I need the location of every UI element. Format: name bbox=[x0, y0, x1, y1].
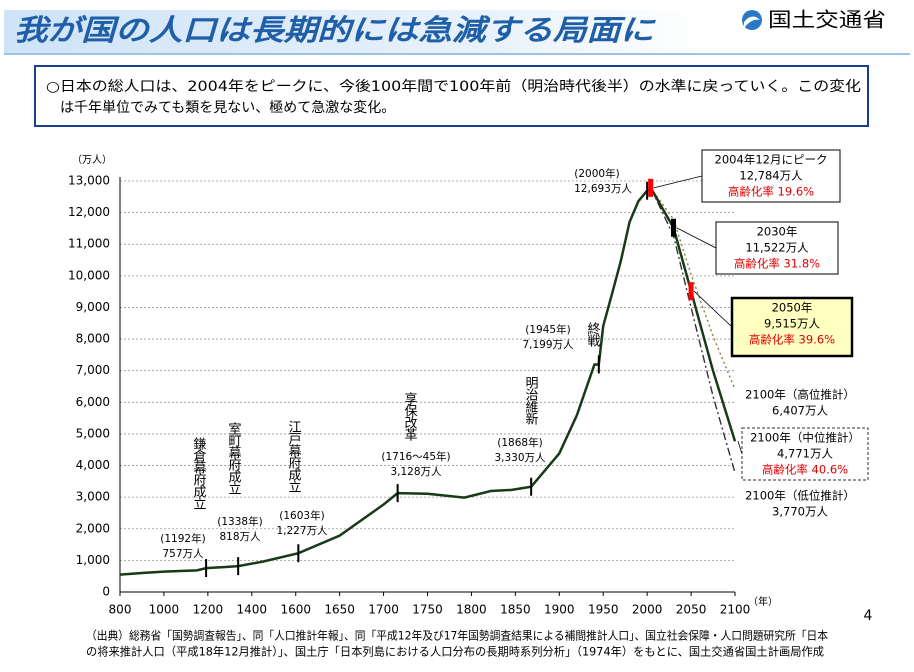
callout-title: 2004年12月にピーク bbox=[715, 153, 828, 167]
x-tick-label: 2000 bbox=[632, 603, 663, 617]
y-tick-label: 12,000 bbox=[68, 205, 110, 219]
chart: 0 1,000 2,000 3,000 4,000 5,000 6,000 7,000 8,00… bbox=[68, 149, 869, 617]
event-year: (1868年) bbox=[497, 436, 542, 449]
y-tick-label: 2,000 bbox=[76, 521, 110, 535]
y-tick-label: 5,000 bbox=[76, 426, 110, 440]
callout-aging: 高齢化率 19.6% bbox=[728, 185, 814, 199]
population-line bbox=[119, 186, 652, 576]
callout-leader bbox=[676, 227, 717, 249]
callout-leader bbox=[693, 290, 733, 328]
y-tick-label: 13,000 bbox=[68, 174, 110, 188]
x-tick-label: 2050 bbox=[676, 603, 707, 617]
callout-box bbox=[741, 427, 869, 481]
callout-marker bbox=[648, 178, 654, 197]
callout-value: 4,771万人 bbox=[777, 447, 833, 461]
callout-value: 11,522万人 bbox=[745, 241, 809, 255]
callout-title: 2030年 bbox=[757, 225, 798, 239]
y-tick-label: 11,000 bbox=[68, 237, 110, 251]
y-tick-label: 0 bbox=[102, 585, 110, 599]
event-year: (1716～45年) bbox=[381, 450, 450, 463]
callout-value: 12,784万人 bbox=[739, 169, 803, 183]
x-tick-label: 1700 bbox=[368, 603, 399, 617]
summary-line: は千年単位でみても類を見ない、極めて急激な変化。 bbox=[60, 99, 395, 116]
x-tick-label: 1950 bbox=[588, 603, 619, 617]
event-year: (1192年) bbox=[160, 532, 205, 545]
page-title: 我が国の人口は長期的には急減する局面に bbox=[14, 13, 656, 47]
y-tick-label: 7,000 bbox=[76, 363, 110, 377]
summary-line: ○日本の総人口は、2004年をピークに、今後100年間で100年前（明治時代後半… bbox=[46, 78, 861, 95]
event-value: 3,330万人 bbox=[494, 452, 546, 464]
y-tick-label: 8,000 bbox=[76, 332, 110, 346]
callout-marker bbox=[688, 282, 694, 301]
event-label: 終戦 bbox=[585, 321, 601, 348]
population-line bbox=[650, 187, 736, 390]
y-tick-label: 1,000 bbox=[76, 553, 110, 567]
callout-value: 9,515万人 bbox=[764, 317, 820, 331]
callout-leader bbox=[737, 441, 743, 455]
callout-value: 3,770万人 bbox=[772, 505, 828, 519]
callout-box bbox=[715, 221, 839, 275]
callout-title: 2100年（中位推計） bbox=[750, 431, 860, 445]
y-tick-label: 10,000 bbox=[68, 268, 110, 282]
population-line bbox=[650, 187, 736, 473]
logo-swirl bbox=[744, 16, 760, 28]
x-tick-label: 800 bbox=[109, 603, 132, 617]
event-value: 7,199万人 bbox=[522, 339, 574, 351]
logo-text: 国土交通省 bbox=[768, 8, 886, 32]
x-tick-label: 1850 bbox=[500, 603, 531, 617]
callout-box bbox=[730, 296, 854, 358]
x-tick-label: 1800 bbox=[456, 603, 487, 617]
event-value: 818万人 bbox=[219, 531, 261, 543]
y-axis-label: （万人） bbox=[72, 154, 112, 166]
summary-box bbox=[34, 65, 869, 127]
callout-aging: 高齢化率 31.8% bbox=[734, 257, 820, 271]
x-tick-label: 1650 bbox=[324, 603, 355, 617]
callout-title: 2050年 bbox=[772, 301, 813, 315]
source-line: （出典）総務省「国勢調査報告」、同「人口推計年報」、同「平成12年及び17年国勢… bbox=[86, 629, 828, 643]
event-value: 3,128万人 bbox=[390, 466, 442, 478]
header-band bbox=[4, 10, 704, 54]
event-value: 757万人 bbox=[162, 548, 204, 560]
callout-aging: 高齢化率 40.6% bbox=[762, 463, 848, 477]
y-tick-label: 4,000 bbox=[76, 458, 110, 472]
y-tick-label: 6,000 bbox=[76, 395, 110, 409]
x-tick-label: 1900 bbox=[544, 603, 575, 617]
callout-marker bbox=[671, 218, 676, 237]
event-year: (1338年) bbox=[217, 515, 262, 528]
event-label: 鎌倉幕府成立 bbox=[191, 437, 207, 509]
x-tick-label: 2100 bbox=[720, 603, 751, 617]
callout-box bbox=[701, 149, 841, 203]
source-line: の将来推計人口（平成18年12月推計）」、国土庁「日本列島における人口分布の長期… bbox=[86, 645, 824, 659]
event-year: (1603年) bbox=[279, 509, 324, 522]
y-tick-label: 3,000 bbox=[76, 490, 110, 504]
event-value: 12,693万人 bbox=[574, 183, 632, 195]
callout-title: 2100年（高位推計） bbox=[745, 388, 855, 402]
event-label: 享保改革 bbox=[402, 391, 418, 441]
event-year: (2000年) bbox=[574, 167, 619, 180]
x-tick-label: 1200 bbox=[193, 603, 224, 617]
page-number: 4 bbox=[864, 608, 873, 624]
event-label: 室町幕府成立 bbox=[226, 421, 242, 494]
event-year: (1945年) bbox=[525, 323, 570, 336]
callout-aging: 高齢化率 39.6% bbox=[749, 333, 835, 347]
y-tick-label: 9,000 bbox=[76, 300, 110, 314]
callout-leader bbox=[653, 175, 703, 189]
event-label: 江戸幕府成立 bbox=[286, 420, 302, 492]
x-tick-label: 1000 bbox=[149, 603, 180, 617]
event-value: 1,227万人 bbox=[276, 525, 328, 537]
x-tick-label: 1750 bbox=[412, 603, 443, 617]
event-label: 明治維新 bbox=[523, 376, 539, 425]
x-axis-label: （年） bbox=[748, 595, 778, 608]
callout-value: 6,407万人 bbox=[772, 404, 828, 418]
callout-title: 2100年（低位推計） bbox=[745, 489, 855, 503]
x-tick-label: 1400 bbox=[237, 603, 268, 617]
x-tick-label: 1600 bbox=[280, 603, 311, 617]
